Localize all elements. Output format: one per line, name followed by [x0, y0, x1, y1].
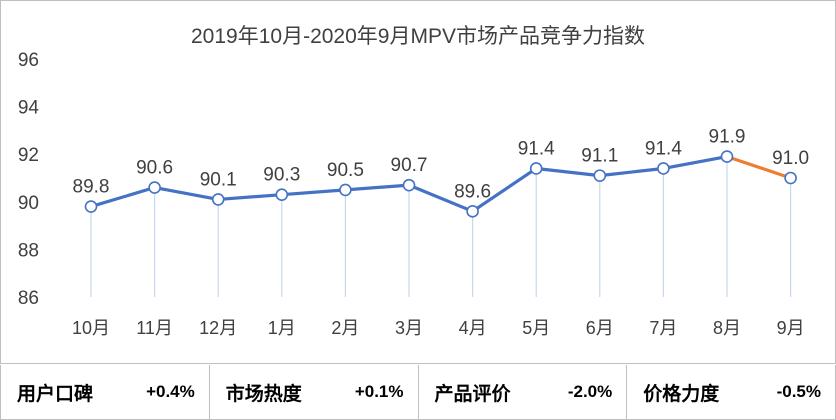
x-tick-label: 11月: [136, 318, 173, 338]
data-label: 89.8: [73, 177, 110, 198]
data-label: 90.5: [327, 160, 364, 181]
metric-price-strength: 价格力度 -0.5%: [627, 365, 835, 419]
series-segment: [89, 185, 157, 209]
metric-value: +0.4%: [146, 382, 195, 401]
data-label: 91.1: [581, 146, 618, 167]
metric-value: -0.5%: [776, 382, 821, 401]
y-tick-label: 88: [18, 240, 39, 261]
series-segment: [471, 166, 538, 213]
x-tick-label: 6月: [586, 318, 614, 338]
metric-name: 价格力度: [643, 383, 720, 405]
series-segment: [280, 188, 347, 197]
series-segment: [153, 185, 220, 202]
y-tick-label: 92: [18, 145, 39, 166]
series-segment-highlight: [725, 154, 793, 180]
series-segment: [661, 154, 729, 171]
data-label: 91.9: [709, 127, 746, 148]
x-tick-label: 4月: [459, 318, 487, 338]
x-tick-label: 5月: [522, 318, 550, 338]
data-point: [339, 183, 352, 197]
y-tick-label: 90: [18, 193, 39, 214]
data-point: [402, 178, 416, 192]
chart-panel: 2019年10月-2020年9月MPV市场产品竞争力指数 86 88 90 92 94 9…: [0, 0, 836, 364]
metric-product-review: 产品评价 -2.0%: [419, 365, 628, 419]
data-label: 90.3: [263, 165, 300, 186]
data-label: 90.7: [391, 155, 428, 176]
metric-user-reputation: 用户口碑 +0.4%: [1, 365, 210, 419]
data-point: [275, 188, 289, 201]
x-tick-label: 8月: [713, 318, 741, 338]
line-chart: 86 88 90 92 94 96 89.8 90.6 90.1 90.3 90.5 90.7 89.6…: [18, 50, 809, 338]
chart-title: 2019年10月-2020年9月MPV市场产品竞争力指数: [191, 25, 645, 48]
x-tick-label: 1月: [268, 318, 296, 338]
data-label: 91.4: [645, 138, 682, 159]
data-point: [784, 171, 797, 185]
x-tick-label: 10月: [72, 318, 110, 338]
metrics-bar: 用户口碑 +0.4% 市场热度 +0.1% 产品评价 -2.0% 价格力度 -0…: [0, 365, 836, 420]
series-segment: [216, 193, 284, 202]
data-point: [148, 181, 161, 194]
data-point: [720, 150, 734, 163]
y-tick-label: 86: [18, 288, 39, 309]
series-segment: [598, 166, 666, 178]
data-label: 91.4: [518, 138, 555, 159]
data-label: 91.0: [772, 148, 809, 169]
data-point: [84, 200, 98, 213]
metric-name: 市场热度: [225, 383, 302, 405]
data-point: [529, 162, 543, 175]
data-label: 90.6: [136, 158, 173, 179]
metric-value: -2.0%: [567, 382, 613, 401]
y-tick-label: 96: [18, 50, 39, 71]
x-tick-label: 12月: [199, 318, 237, 338]
metric-value: +0.1%: [354, 382, 404, 401]
data-point: [593, 169, 607, 182]
data-label: 90.1: [200, 169, 237, 190]
series-segment: [407, 183, 475, 213]
metric-name: 产品评价: [434, 383, 511, 405]
series-segment: [534, 166, 602, 178]
metric-name: 用户口碑: [17, 383, 94, 405]
data-point: [466, 205, 479, 218]
x-tick-label: 2月: [331, 318, 359, 338]
data-point: [657, 162, 670, 175]
series-segment: [343, 183, 411, 192]
y-tick-label: 94: [18, 98, 40, 119]
data-point: [211, 193, 225, 206]
x-tick-label: 3月: [395, 318, 423, 338]
metric-market-heat: 市场热度 +0.1%: [210, 365, 419, 419]
data-label: 89.6: [454, 181, 491, 202]
x-tick-label: 9月: [777, 318, 805, 338]
x-tick-label: 7月: [649, 318, 677, 338]
